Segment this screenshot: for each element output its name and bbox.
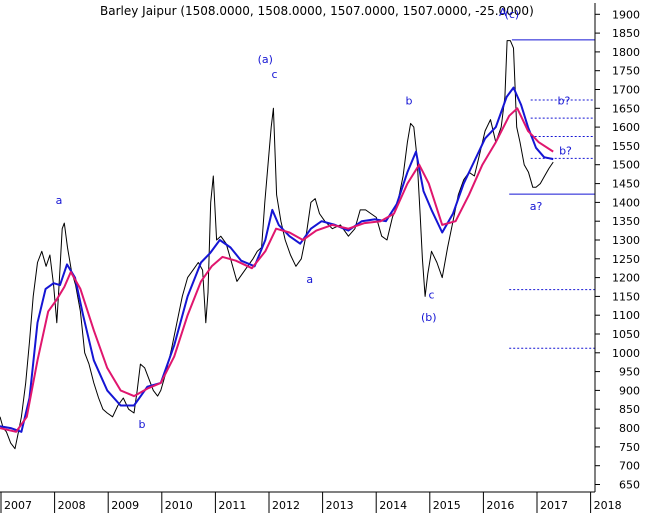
y-tick-label: 1000 <box>612 347 640 360</box>
wave-label: b? <box>559 145 572 158</box>
x-tick-label: 2010 <box>165 499 193 512</box>
y-tick-label: 900 <box>619 384 640 397</box>
wave-label: b <box>139 418 146 431</box>
y-tick-label: 1100 <box>612 309 640 322</box>
level-lines <box>509 39 595 349</box>
wave-label: c <box>428 288 434 301</box>
y-tick-label: 1700 <box>612 84 640 97</box>
y-tick-label: 1200 <box>612 272 640 285</box>
wave-label: b? <box>557 95 570 108</box>
y-tick-label: 650 <box>619 479 640 492</box>
x-tick-label: 2007 <box>4 499 32 512</box>
y-tick-label: 1500 <box>612 159 640 172</box>
wave-label: (a) <box>258 53 273 66</box>
y-tick-label: 1050 <box>612 328 640 341</box>
wave-label: c <box>271 68 277 81</box>
y-tick-label: 1450 <box>612 178 640 191</box>
series-layer <box>0 40 554 450</box>
y-tick-label: 950 <box>619 366 640 379</box>
y-tick-label: 1300 <box>612 234 640 247</box>
y-tick-label: 700 <box>619 460 640 473</box>
y-tick-label: 1850 <box>612 27 640 40</box>
y-tick-label: 1150 <box>612 290 640 303</box>
y-tick-label: 1350 <box>612 215 640 228</box>
x-tick-label: 2015 <box>433 499 461 512</box>
y-tick-label: 1550 <box>612 140 640 153</box>
y-tick-label: 1400 <box>612 196 640 209</box>
x-tick-label: 2012 <box>272 499 300 512</box>
x-tick-label: 2008 <box>58 499 86 512</box>
moving-average-pink-line <box>0 107 554 433</box>
x-tick-label: 2016 <box>486 499 514 512</box>
wave-label: a <box>306 273 313 286</box>
wave-label: (b) <box>421 311 437 324</box>
wave-label: (c) <box>505 8 520 21</box>
x-tick-label: 2014 <box>379 499 407 512</box>
y-tick-label: 1650 <box>612 102 640 115</box>
x-tick-label: 2013 <box>326 499 354 512</box>
x-tick-label: 2018 <box>594 499 622 512</box>
wave-labels: a b (a) c a b c (b) A(c) b? b? a? <box>56 6 572 431</box>
y-tick-label: 800 <box>619 422 640 435</box>
y-axis: 650 700 750 800 850 900 950 1000 1050 1100 1150 120… <box>594 3 640 492</box>
y-tick-label: 850 <box>619 403 640 416</box>
chart-title: Barley Jaipur (1508.0000, 1508.0000, 150… <box>100 4 534 18</box>
x-tick-label: 2009 <box>111 499 139 512</box>
y-tick-label: 1750 <box>612 65 640 78</box>
x-axis: 2007 2008 2009 2010 2011 2012 2013 2014 2015 2016… <box>0 491 622 513</box>
y-tick-label: 1800 <box>612 46 640 59</box>
x-tick-label: 2011 <box>218 499 246 512</box>
y-tick-label: 1900 <box>612 8 640 21</box>
wave-label: a? <box>530 200 543 213</box>
wave-label: a <box>56 194 63 207</box>
x-tick-label: 2017 <box>540 499 568 512</box>
y-tick-label: 1250 <box>612 253 640 266</box>
y-tick-label: 750 <box>619 441 640 454</box>
wave-label: A <box>499 6 507 19</box>
wave-label: b <box>406 95 413 108</box>
y-tick-label: 1600 <box>612 121 640 134</box>
